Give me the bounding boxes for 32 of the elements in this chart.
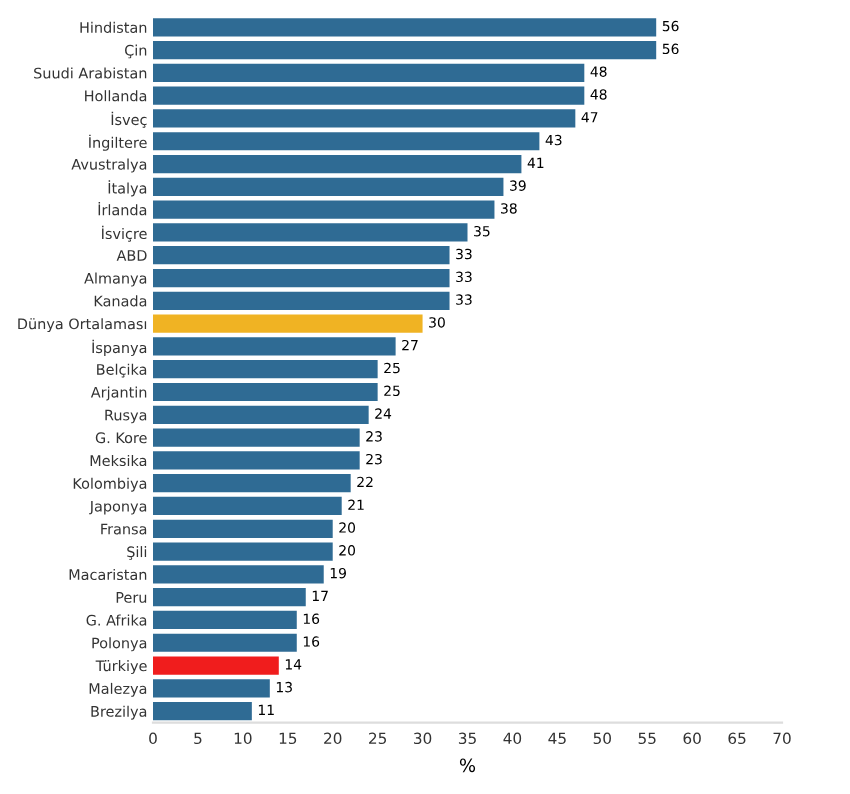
bar <box>153 223 468 242</box>
bar <box>153 18 657 37</box>
bar <box>153 565 324 584</box>
bar <box>153 496 342 516</box>
bar <box>153 610 297 630</box>
bar <box>153 542 333 561</box>
bar <box>153 314 423 333</box>
bar <box>153 154 522 174</box>
bar <box>153 200 495 219</box>
bar <box>153 451 360 470</box>
bar <box>153 474 351 493</box>
bar <box>153 40 657 60</box>
bar <box>153 679 270 698</box>
bar <box>153 132 540 151</box>
bar <box>153 268 450 288</box>
x-axis-title: % <box>459 758 476 773</box>
bar <box>153 428 360 447</box>
bar <box>153 291 450 310</box>
bar <box>153 337 396 356</box>
bar <box>153 633 297 652</box>
bar <box>153 588 306 607</box>
bar <box>153 109 576 128</box>
bar <box>153 656 279 675</box>
bar <box>153 63 585 82</box>
bar <box>153 382 378 402</box>
bar <box>153 177 504 196</box>
bar <box>153 519 333 538</box>
bar <box>153 86 585 105</box>
bar <box>153 702 252 721</box>
bar <box>153 246 450 265</box>
bar <box>153 360 378 379</box>
bar <box>153 405 369 424</box>
